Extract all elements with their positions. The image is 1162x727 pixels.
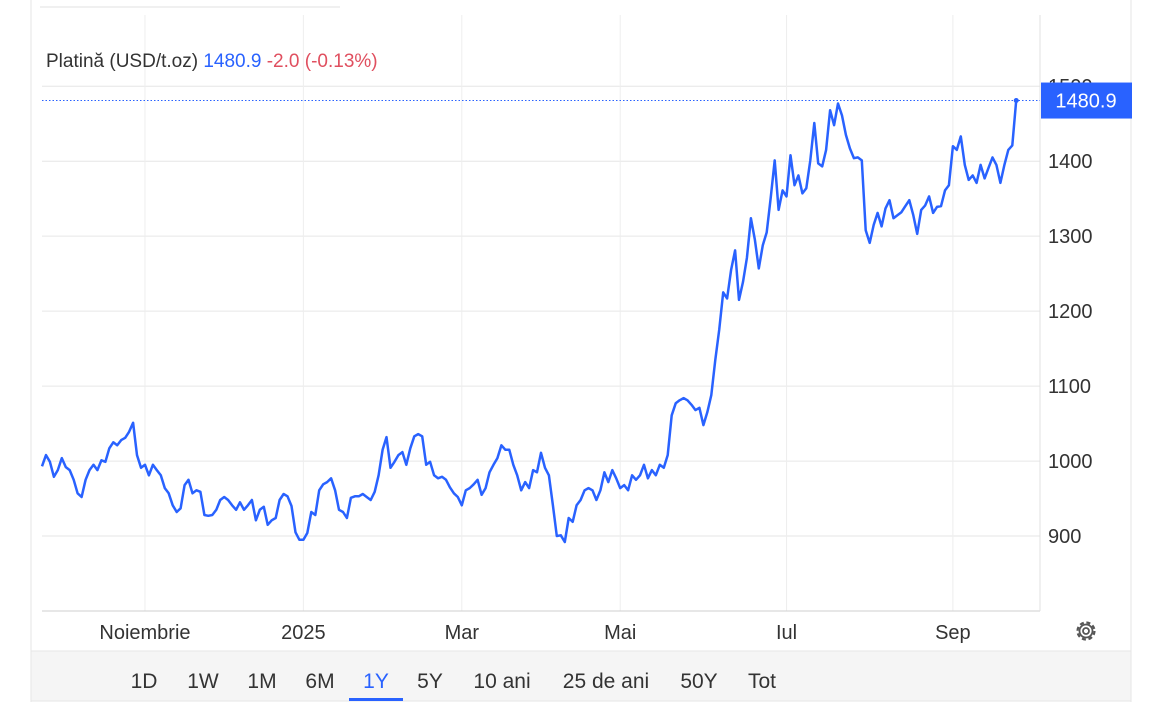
y-tick-label: 1000 (1048, 451, 1093, 473)
range-buttons: 1D 1W 1M 6M 1Y 5Y 10 ani 25 de ani 50Y Tot (131, 670, 776, 701)
instrument-name: Platină (USD/t.oz) (46, 51, 198, 72)
range-button[interactable]: 6M (305, 670, 334, 693)
y-tick-label: 1400 (1048, 151, 1093, 173)
range-button[interactable]: 1Y (363, 670, 389, 693)
range-button[interactable]: 5Y (417, 670, 443, 693)
price: 1480.9 (203, 51, 261, 72)
y-tick-label: 900 (1048, 526, 1081, 548)
x-tick-label: Mai (604, 622, 636, 644)
price-line (40, 100, 1018, 544)
price-label-box (1041, 82, 1132, 119)
y-tick-label: 1100 (1048, 376, 1091, 398)
header: Platină (USD/t.oz) 1480.9 -2.0 (-0.13%) (46, 51, 378, 72)
change-pct: (-0.13%) (305, 51, 378, 72)
range-button[interactable]: 1M (247, 670, 276, 693)
settings-icon[interactable] (1076, 621, 1096, 641)
x-tick-label: Noiembrie (99, 622, 190, 644)
range-button[interactable]: 10 ani (473, 670, 530, 693)
x-tick-label: Iul (776, 622, 797, 644)
change: -2.0 (267, 51, 300, 72)
x-tick-label: Mar (445, 622, 480, 644)
plot: 1480.9 (40, 82, 1132, 544)
range-button[interactable]: 1W (187, 670, 219, 693)
x-tick-label: 2025 (281, 622, 326, 644)
price-label: 1480.9 (1055, 91, 1116, 113)
range-bar (30, 650, 1132, 702)
y-tick-label: 1200 (1048, 301, 1093, 323)
x-tick-label: Sep (935, 622, 971, 644)
grid: 900100011001200130014001500Noiembrie2025… (42, 15, 1093, 644)
last-point (1013, 98, 1019, 104)
selected-underline (349, 698, 403, 701)
range-button[interactable]: 1D (131, 670, 158, 693)
range-button[interactable]: 25 de ani (563, 670, 649, 693)
range-button[interactable]: Tot (748, 670, 776, 693)
y-tick-label: 1300 (1048, 226, 1093, 248)
range-button[interactable]: 50Y (680, 670, 717, 693)
